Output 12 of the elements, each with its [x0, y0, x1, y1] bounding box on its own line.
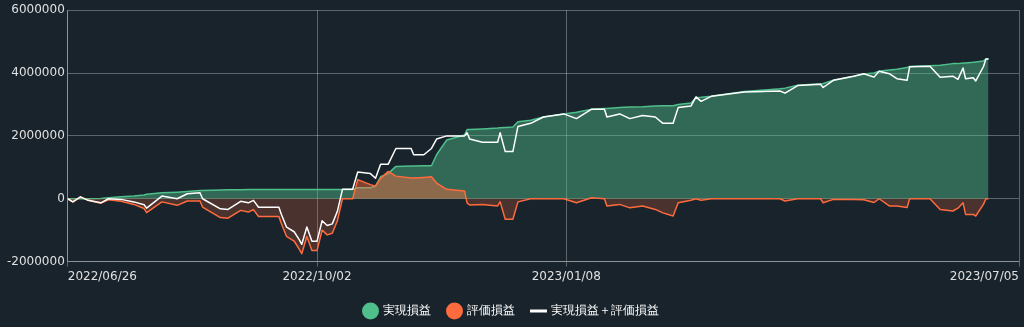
- y-tick-label: 0: [57, 190, 65, 205]
- y-tick-label: -2000000: [6, 253, 65, 268]
- x-tick-label: 2023/07/05: [949, 268, 1019, 283]
- legend-label: 実現損益＋評価損益: [550, 303, 659, 318]
- x-tick-label: 2022/06/26: [67, 268, 137, 283]
- x-tick-label: 2022/10/02: [282, 268, 352, 283]
- y-tick-label: 6000000: [11, 2, 65, 17]
- y-tick-label: 2000000: [11, 128, 65, 143]
- y-tick-label: 4000000: [11, 65, 65, 80]
- legend-label: 評価損益: [466, 303, 515, 318]
- x-tick-label: 2023/01/08: [531, 268, 601, 283]
- legend-label: 実現損益: [382, 303, 431, 318]
